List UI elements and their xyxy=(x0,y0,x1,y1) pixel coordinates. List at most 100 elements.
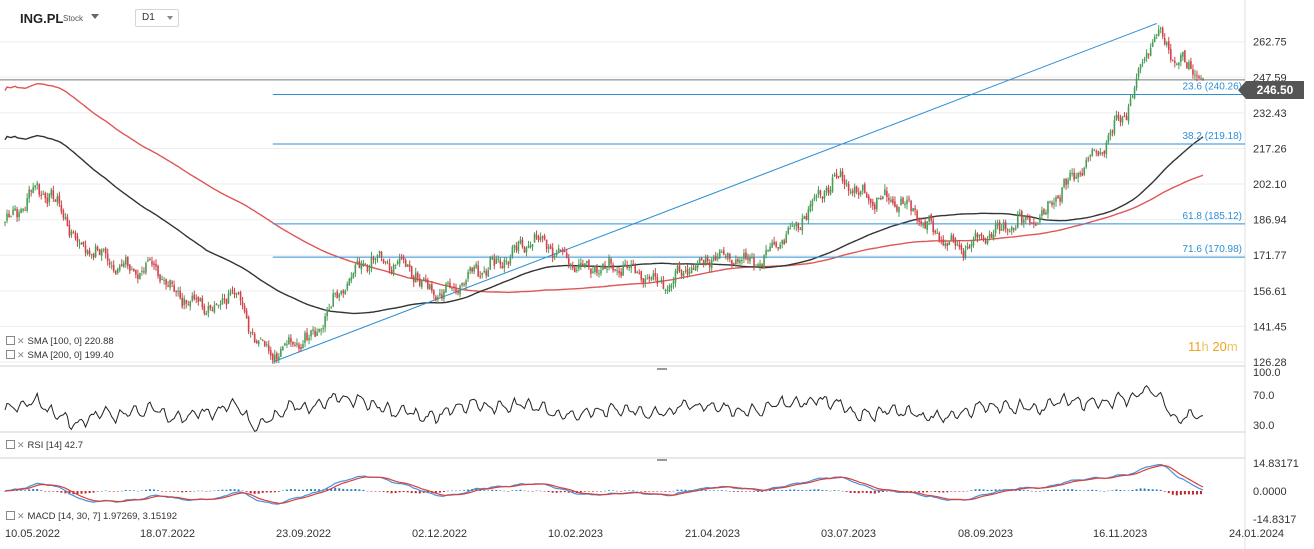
candle-body xyxy=(249,332,252,334)
macd-histogram-bar xyxy=(152,489,155,491)
candle-body xyxy=(841,171,844,181)
settings-icon[interactable] xyxy=(6,336,15,345)
candle-body xyxy=(181,297,183,307)
candle-body xyxy=(1141,62,1144,64)
candle-body xyxy=(773,241,775,245)
macd-histogram-bar xyxy=(652,491,655,492)
fib-trend-line xyxy=(272,23,1157,363)
candle-body xyxy=(970,243,973,248)
macd-histogram-bar xyxy=(765,490,768,492)
candle-body xyxy=(1059,197,1061,202)
close-icon[interactable]: ✕ xyxy=(17,350,25,360)
candle-body xyxy=(106,253,109,261)
candle-body xyxy=(829,189,832,195)
candle-body xyxy=(580,262,582,266)
macd-histogram-bar xyxy=(535,490,538,492)
price-tick-label: 262.75 xyxy=(1253,37,1287,49)
candle-body xyxy=(622,266,624,276)
candle-body xyxy=(84,245,87,253)
candle-body xyxy=(644,278,647,283)
candle-body xyxy=(1101,152,1104,154)
macd-histogram-bar xyxy=(281,490,284,491)
macd-histogram-bar xyxy=(310,488,313,491)
candle-body xyxy=(1000,229,1003,231)
macd-histogram-bar xyxy=(1107,490,1110,492)
settings-icon[interactable] xyxy=(6,511,15,520)
candle-body xyxy=(600,270,602,274)
candle-body xyxy=(982,236,985,240)
macd-histogram-bar xyxy=(1018,489,1021,491)
candle-body xyxy=(894,201,896,208)
candle-body xyxy=(954,238,957,246)
candle-body xyxy=(382,258,385,263)
macd-histogram-bar xyxy=(704,489,707,491)
macd-histogram-bar xyxy=(338,488,341,491)
macd-histogram-bar xyxy=(1055,489,1058,491)
candle-body xyxy=(1087,158,1090,160)
macd-histogram-bar xyxy=(108,491,111,492)
candle-body xyxy=(52,190,55,200)
macd-histogram-bar xyxy=(1038,491,1041,492)
candle-body xyxy=(964,250,967,259)
settings-icon[interactable] xyxy=(6,440,15,449)
macd-histogram-bar xyxy=(1087,490,1090,491)
macd-histogram-bar xyxy=(64,491,67,494)
candle-body xyxy=(86,250,89,254)
macd-histogram-bar xyxy=(410,491,413,493)
macd-histogram-bar xyxy=(1155,489,1158,491)
symbol-name[interactable]: ING.PL xyxy=(20,11,64,26)
macd-histogram-bar xyxy=(1099,490,1102,492)
candle-body xyxy=(1018,212,1021,217)
candle-body xyxy=(183,298,185,305)
candle-body xyxy=(586,260,588,263)
macd-histogram-bar xyxy=(628,490,631,492)
candle-body xyxy=(161,278,163,280)
candle-body xyxy=(956,244,959,246)
candle-body xyxy=(145,262,147,273)
macd-histogram-bar xyxy=(52,491,55,492)
candle-body xyxy=(1194,74,1196,76)
time-tick-label: 18.07.2022 xyxy=(140,528,195,540)
macd-histogram-bar xyxy=(450,490,453,492)
candle-body xyxy=(1133,88,1136,99)
candle-body xyxy=(135,269,137,275)
close-icon[interactable]: ✕ xyxy=(17,440,25,450)
macd-histogram-bar xyxy=(358,489,361,491)
macd-histogram-bar xyxy=(277,491,280,492)
candle-body xyxy=(869,198,872,203)
candle-body xyxy=(1039,216,1041,222)
legend-sma100-text: SMA [100, 0] 220.88 xyxy=(27,336,114,347)
macd-histogram-bar xyxy=(241,490,244,492)
candle-body xyxy=(1167,41,1170,50)
candle-body xyxy=(849,191,852,193)
candle-body xyxy=(737,259,739,262)
candle-body xyxy=(257,340,260,345)
candle-body xyxy=(692,268,695,270)
time-tick-label: 02.12.2022 xyxy=(412,528,467,540)
candle-body xyxy=(18,212,20,218)
candle-body xyxy=(775,242,777,247)
candle-body xyxy=(924,221,926,229)
candle-body xyxy=(76,236,79,243)
candle-body xyxy=(1061,187,1063,202)
timeframe-select[interactable]: D1 xyxy=(135,9,179,27)
settings-icon[interactable] xyxy=(6,350,15,359)
candle-body xyxy=(139,273,141,280)
candle-body xyxy=(781,240,783,244)
candle-body xyxy=(137,274,139,279)
candle-body xyxy=(759,263,761,267)
candle-body xyxy=(332,293,334,307)
macd-histogram-bar xyxy=(362,489,365,491)
candle-body xyxy=(751,257,753,259)
macd-histogram-bar xyxy=(958,491,961,492)
candle-body xyxy=(674,271,677,283)
candle-body xyxy=(469,267,471,272)
chevron-down-icon[interactable] xyxy=(91,14,99,19)
macd-histogram-bar xyxy=(1050,489,1053,491)
close-icon[interactable]: ✕ xyxy=(17,336,25,346)
candle-body xyxy=(221,298,224,305)
timer-hours-unit: h xyxy=(1201,339,1209,354)
close-icon[interactable]: ✕ xyxy=(17,511,25,521)
macd-histogram-bar xyxy=(1195,491,1198,495)
